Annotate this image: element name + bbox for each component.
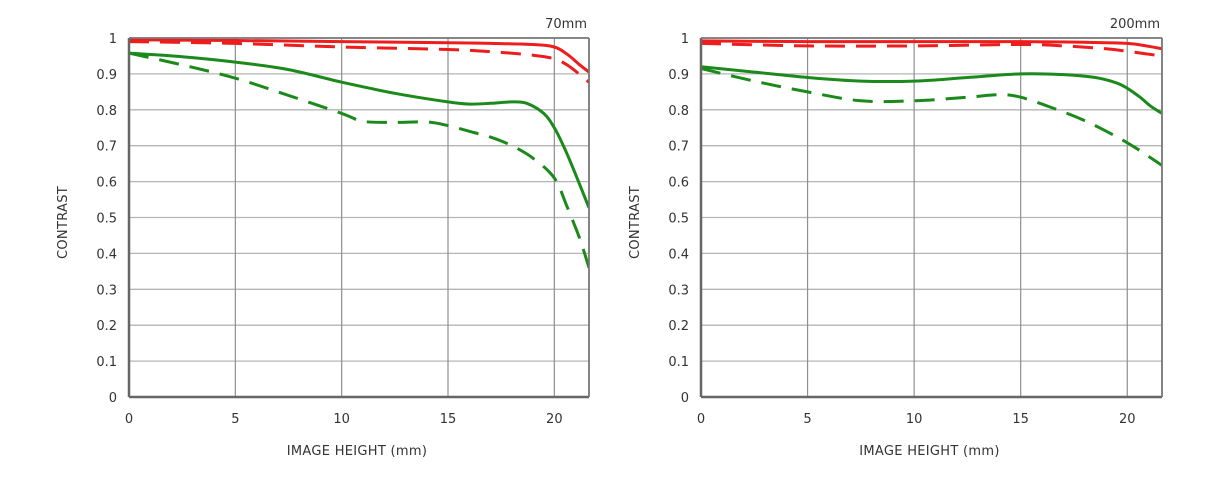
y-tick-label: 0.1 <box>668 355 689 370</box>
y-tick-label: 0.2 <box>668 319 689 334</box>
x-tick-label: 0 <box>125 412 133 427</box>
series-line-red-dashed <box>701 41 1162 58</box>
x-tick-label: 10 <box>333 412 350 427</box>
y-tick-label: 0.9 <box>668 68 689 83</box>
y-axis-label: CONTRAST <box>628 186 643 259</box>
series-line-red-dashed <box>129 40 589 84</box>
y-tick-label: 0.4 <box>668 247 689 262</box>
y-tick-label: 0.8 <box>668 104 689 119</box>
x-tick-label: 15 <box>440 412 457 427</box>
x-tick-label: 10 <box>906 412 923 427</box>
chart-title: 200mm <box>1110 17 1160 32</box>
x-tick-label: 20 <box>1119 412 1136 427</box>
y-tick-label: 1 <box>681 32 689 47</box>
y-tick-label: 0 <box>681 391 689 406</box>
y-tick-label: 0 <box>109 391 117 406</box>
x-tick-label: 0 <box>697 412 705 427</box>
series-line-green-dashed <box>701 67 1162 167</box>
y-axis-label: CONTRAST <box>56 186 71 259</box>
y-tick-label: 1 <box>109 32 117 47</box>
y-tick-label: 0.3 <box>668 283 689 298</box>
y-tick-label: 0.8 <box>96 104 117 119</box>
series-line-red-solid <box>701 39 1162 51</box>
series-line-green-solid <box>701 65 1162 115</box>
x-tick-label: 5 <box>803 412 811 427</box>
x-tick-label: 20 <box>546 412 563 427</box>
x-tick-label: 15 <box>1012 412 1029 427</box>
y-tick-label: 0.5 <box>96 212 117 227</box>
y-tick-label: 0.4 <box>96 247 117 262</box>
series-line-green-solid <box>129 51 589 209</box>
chart-title: 70mm <box>545 17 587 32</box>
x-tick-label: 5 <box>231 412 239 427</box>
y-tick-label: 0.5 <box>668 212 689 227</box>
y-tick-label: 0.7 <box>668 140 689 155</box>
y-tick-label: 0.1 <box>96 355 117 370</box>
x-axis-label: IMAGE HEIGHT (mm) <box>287 444 427 459</box>
chart-panel-1: 00.10.20.30.40.50.60.70.80.910 5 10 15 20200… <box>628 17 1163 459</box>
series-line-red-solid <box>129 38 589 74</box>
y-tick-label: 0.9 <box>96 68 117 83</box>
y-tick-label: 0.6 <box>96 176 117 191</box>
chart-panel-0: 00.10.20.30.40.50.60.70.80.910 5 10 15 2070m… <box>56 17 590 459</box>
y-tick-label: 0.2 <box>96 319 117 334</box>
x-axis-label: IMAGE HEIGHT (mm) <box>859 444 999 459</box>
y-tick-label: 0.3 <box>96 283 117 298</box>
series-line-green-dashed <box>129 51 589 269</box>
y-tick-label: 0.6 <box>668 176 689 191</box>
y-tick-label: 0.7 <box>96 140 117 155</box>
